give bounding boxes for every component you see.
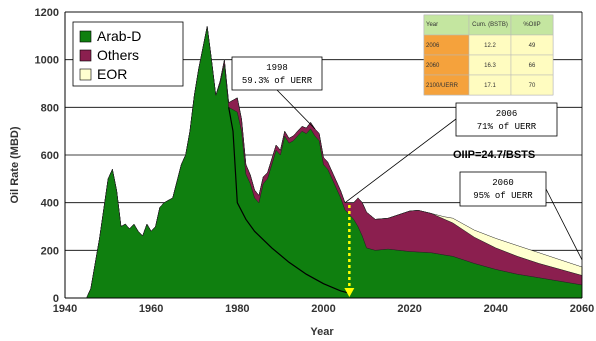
- x-tick-label-1: 1960: [139, 303, 163, 315]
- annotation-uerr-2: 95% of UERR: [473, 191, 533, 201]
- decline-curve: [228, 107, 350, 294]
- table-value-2-1: 16.3: [484, 63, 496, 69]
- y-tick-label-3: 600: [41, 150, 59, 162]
- legend-label-others: Others: [97, 47, 139, 63]
- legend: Arab-D Others EOR: [72, 21, 184, 87]
- arrow-group: [344, 205, 355, 297]
- arrow-head: [344, 288, 355, 297]
- legend-label-arab-d: Arab-D: [97, 28, 141, 44]
- table-header-0: Year: [426, 22, 438, 28]
- x-tick-label-2: 1980: [225, 303, 249, 315]
- annotation-leader-0: [276, 89, 316, 130]
- table-value-3-2: 70: [529, 83, 536, 89]
- annotations: 1998 59.3% of UERR 2006 71% of UERR 2060 95% …: [231, 56, 583, 261]
- table-header-1: Cum. (BSTB): [472, 22, 508, 28]
- annotation-leader-2: [545, 188, 583, 261]
- legend-swatch-arab-d: [79, 30, 92, 43]
- data-table: Year Cum. (BSTB) %OIIP 2006 12.2 49 2060 16.3 66…: [423, 14, 554, 96]
- y-tick-label-1: 200: [41, 245, 59, 257]
- y-axis-title: Oil Rate (MBD): [9, 126, 21, 203]
- annotation-year-1: 2006: [496, 109, 518, 119]
- legend-label-eor: EOR: [97, 66, 127, 82]
- legend-box: [72, 21, 184, 87]
- y-tick-label-0: 0: [53, 293, 59, 305]
- oiip-label: OIIP=24.7/BSTS: [453, 149, 535, 161]
- annotation-year-2: 2060: [492, 178, 514, 188]
- table-value-3-0: 2100/UERR: [426, 83, 459, 89]
- annotation-box-0: [231, 56, 323, 91]
- table-value-1-2: 49: [529, 43, 536, 49]
- y-tick-label-5: 1000: [35, 55, 59, 67]
- x-tick-label-3: 2000: [311, 303, 335, 315]
- y-tick-label-2: 400: [41, 198, 59, 210]
- annotation-uerr-1: 71% of UERR: [477, 122, 537, 132]
- x-tick-label-4: 2020: [397, 303, 421, 315]
- table-value-1-0: 2006: [426, 43, 440, 49]
- annotation-uerr-0: 59.3% of UERR: [242, 76, 313, 86]
- annotation-box-1: [455, 102, 558, 137]
- table-cell-3-2: [510, 74, 554, 96]
- y-tick-label-6: 1200: [35, 7, 59, 19]
- annotation-leader-1: [344, 118, 457, 203]
- y-tick-label-4: 800: [41, 102, 59, 114]
- legend-swatch-others: [79, 49, 92, 62]
- annotation-box-2: [459, 171, 547, 207]
- table-value-3-1: 17.1: [484, 83, 496, 89]
- tick-labels: 0 200 400 600 800 1000 1200 1940 1960 1980 2000 202…: [35, 7, 595, 315]
- x-tick-label-6: 2060: [570, 303, 594, 315]
- annotation-year-0: 1998: [266, 63, 288, 73]
- x-tick-label-0: 1940: [53, 303, 77, 315]
- legend-swatch-eor: [79, 68, 92, 81]
- table-value-2-0: 2060: [426, 63, 440, 69]
- table-value-2-2: 66: [529, 63, 536, 69]
- axes: [64, 11, 583, 299]
- x-axis-title: Year: [310, 326, 334, 338]
- table-header-2: %OIIP: [523, 22, 540, 28]
- x-tick-label-5: 2040: [484, 303, 508, 315]
- table-value-1-1: 12.2: [484, 43, 496, 49]
- decline-curve-group: [228, 107, 350, 294]
